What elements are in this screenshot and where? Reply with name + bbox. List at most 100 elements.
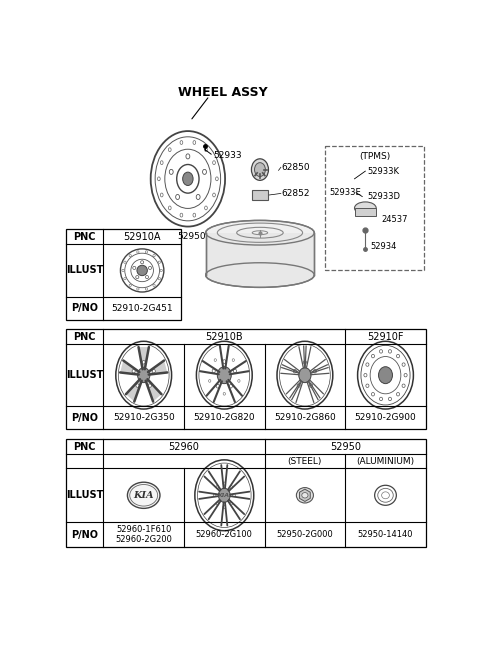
Ellipse shape (396, 354, 399, 358)
Text: 52910-2G900: 52910-2G900 (355, 413, 416, 422)
Ellipse shape (132, 369, 135, 373)
Text: ILLUST: ILLUST (66, 266, 104, 276)
Text: P/NO: P/NO (72, 303, 98, 313)
Ellipse shape (216, 384, 219, 388)
Ellipse shape (355, 202, 376, 215)
Ellipse shape (213, 161, 216, 165)
Text: ILLUST: ILLUST (66, 490, 104, 501)
Text: 52933K: 52933K (368, 167, 400, 176)
Ellipse shape (136, 276, 139, 279)
Ellipse shape (380, 350, 383, 353)
Polygon shape (139, 347, 149, 369)
Text: (ALUMINIUM): (ALUMINIUM) (357, 457, 415, 466)
Ellipse shape (157, 177, 160, 181)
Text: PNC: PNC (73, 332, 96, 342)
Ellipse shape (402, 384, 405, 388)
Ellipse shape (233, 494, 235, 497)
Text: 52933E: 52933E (329, 188, 360, 197)
Text: 52910-2G451: 52910-2G451 (111, 304, 173, 313)
Ellipse shape (180, 213, 183, 217)
Ellipse shape (204, 206, 207, 210)
Polygon shape (300, 489, 310, 501)
Ellipse shape (364, 373, 367, 377)
Ellipse shape (129, 284, 132, 287)
Text: KIA: KIA (218, 493, 230, 498)
Bar (325, 146, 424, 270)
Ellipse shape (223, 482, 226, 485)
Ellipse shape (372, 392, 374, 396)
Ellipse shape (133, 266, 136, 270)
Text: P/NO: P/NO (72, 413, 98, 422)
Text: 52934: 52934 (370, 242, 396, 251)
Ellipse shape (252, 159, 268, 180)
Text: 52910F: 52910F (367, 332, 404, 342)
Ellipse shape (217, 367, 231, 384)
Ellipse shape (238, 380, 240, 382)
Ellipse shape (213, 494, 216, 497)
Text: P/NO: P/NO (72, 529, 98, 540)
Ellipse shape (158, 277, 160, 280)
Bar (355, 208, 376, 216)
Ellipse shape (232, 359, 235, 361)
Ellipse shape (230, 502, 232, 505)
Ellipse shape (145, 288, 147, 290)
Ellipse shape (254, 163, 265, 176)
Ellipse shape (193, 140, 196, 144)
Ellipse shape (404, 373, 407, 377)
Ellipse shape (124, 261, 126, 263)
Bar (66, 439, 426, 547)
Ellipse shape (136, 384, 139, 387)
Text: (TPMS): (TPMS) (359, 152, 390, 161)
Text: 52950: 52950 (330, 441, 360, 452)
Ellipse shape (212, 369, 215, 373)
Text: PNC: PNC (73, 232, 96, 241)
Text: 52910-2G820: 52910-2G820 (193, 413, 255, 422)
Ellipse shape (145, 276, 148, 279)
Ellipse shape (297, 384, 300, 387)
Ellipse shape (129, 255, 132, 256)
Ellipse shape (223, 392, 226, 395)
Polygon shape (146, 379, 161, 401)
Ellipse shape (141, 260, 144, 264)
Ellipse shape (299, 368, 311, 382)
Ellipse shape (388, 398, 392, 401)
Ellipse shape (122, 270, 124, 272)
Ellipse shape (372, 354, 374, 358)
Ellipse shape (402, 363, 405, 366)
Ellipse shape (137, 265, 147, 276)
Ellipse shape (158, 261, 160, 263)
Ellipse shape (124, 277, 126, 280)
Ellipse shape (229, 384, 232, 388)
Ellipse shape (148, 384, 152, 387)
Ellipse shape (379, 367, 393, 384)
Text: 52933D: 52933D (368, 192, 401, 201)
Text: 52910A: 52910A (123, 232, 161, 241)
Ellipse shape (213, 193, 216, 197)
Text: 52960-2G100: 52960-2G100 (196, 530, 253, 539)
Bar (66, 229, 181, 319)
Ellipse shape (296, 487, 313, 503)
Ellipse shape (176, 194, 180, 199)
Ellipse shape (313, 369, 316, 373)
Ellipse shape (223, 505, 226, 508)
Ellipse shape (153, 255, 155, 256)
Ellipse shape (138, 368, 150, 382)
Text: 52910-2G860: 52910-2G860 (274, 413, 336, 422)
Ellipse shape (206, 263, 314, 287)
Polygon shape (126, 379, 142, 401)
Ellipse shape (366, 384, 369, 388)
Text: 52960-1F610
52960-2G200: 52960-1F610 52960-2G200 (115, 525, 172, 544)
Ellipse shape (148, 266, 152, 270)
Ellipse shape (206, 220, 314, 245)
Ellipse shape (153, 284, 155, 287)
Ellipse shape (193, 213, 196, 217)
Ellipse shape (302, 493, 308, 498)
Ellipse shape (230, 485, 232, 489)
Ellipse shape (160, 270, 162, 272)
Ellipse shape (196, 194, 200, 199)
Ellipse shape (366, 363, 369, 366)
Text: 62850: 62850 (281, 163, 310, 172)
Ellipse shape (145, 251, 147, 253)
Ellipse shape (137, 251, 139, 253)
Ellipse shape (216, 502, 219, 505)
